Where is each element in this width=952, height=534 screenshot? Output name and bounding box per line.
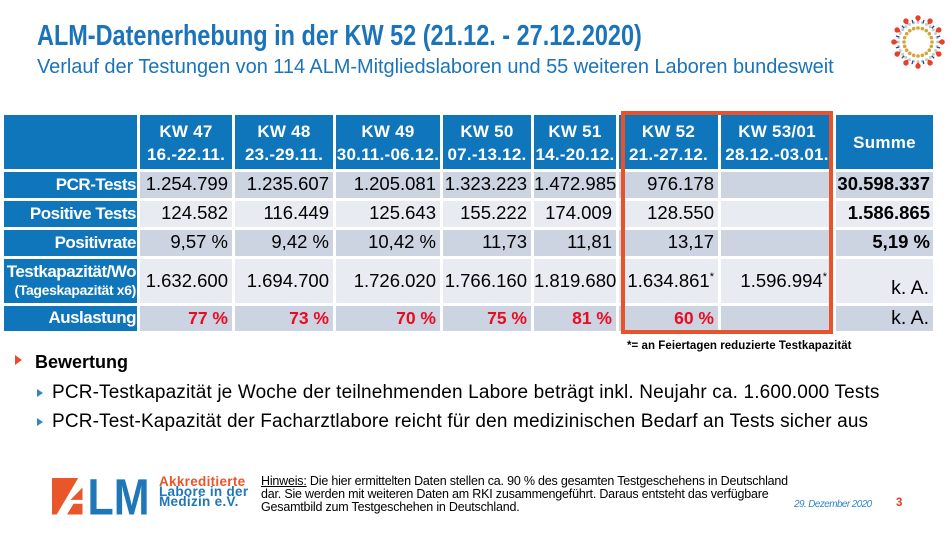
svg-text:LM: LM xyxy=(88,474,150,519)
